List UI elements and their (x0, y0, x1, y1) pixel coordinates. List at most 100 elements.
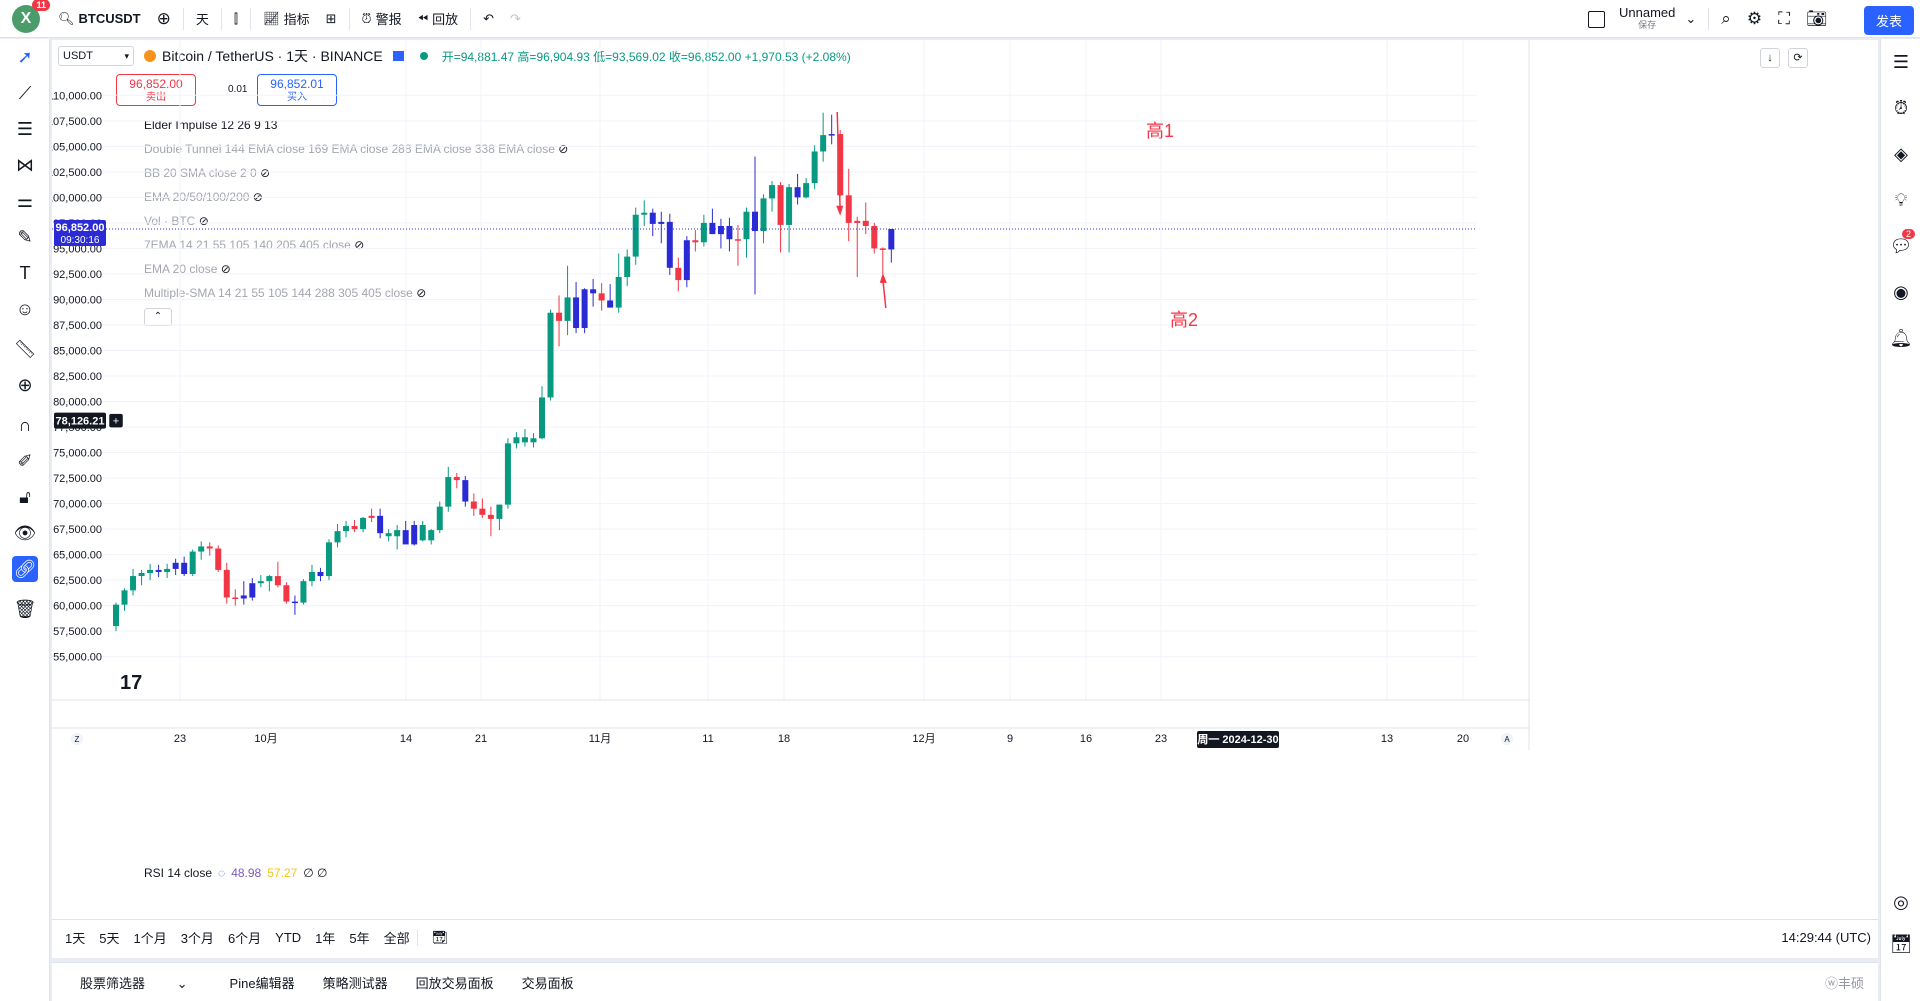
scroll-to-latest-button[interactable]: ↓ (1760, 48, 1780, 68)
trend-line-tool[interactable]: ⟋ (0, 75, 50, 111)
quick-search-button[interactable]: ⌕ (1713, 0, 1739, 38)
layers-button[interactable]: ◈ (1881, 131, 1920, 177)
reset-chart-button[interactable]: ⟳ (1788, 48, 1808, 68)
publish-button[interactable]: 发表 (1863, 6, 1914, 35)
zoom-in-tool[interactable]: ⊕ (0, 367, 50, 403)
avatar-letter: X (20, 9, 32, 27)
tab-pine-editor[interactable]: Pine编辑器 (229, 975, 295, 991)
indicator-legend[interactable]: Double Tunnel 144 EMA close 169 EMA clos… (144, 142, 568, 156)
brush-tool[interactable]: ✎ (0, 219, 50, 255)
indicator-legend[interactable]: BB 20 SMA close 2 0 ⊘ (144, 166, 270, 180)
range-1d[interactable]: 1天 (65, 931, 86, 946)
ruler-tool[interactable]: 📏︎ (0, 331, 50, 367)
fib-tool[interactable]: ☰ (0, 111, 50, 147)
utc-clock[interactable]: 14:29:44 (UTC) (1781, 930, 1871, 945)
compare-symbol-button[interactable]: ⊕ (149, 0, 179, 38)
templates-button[interactable]: ⊞ (318, 0, 345, 38)
range-1y[interactable]: 1年 (315, 931, 336, 946)
candle-body (888, 229, 895, 250)
lock-tool[interactable]: 🔓︎ (0, 479, 50, 515)
candle-body (462, 480, 469, 502)
tab-strategy-tester[interactable]: 策略测试器 (322, 975, 388, 991)
range-all[interactable]: 全部 (383, 931, 410, 946)
range-3m[interactable]: 3个月 (180, 931, 214, 946)
prediction-tool[interactable]: ⚌ (0, 183, 50, 219)
candle-body (428, 530, 435, 541)
annotation-high1: 高1 (1146, 121, 1174, 141)
candle-body (837, 134, 844, 196)
range-5y[interactable]: 5年 (349, 931, 370, 946)
chevron-down-icon: ⌄ (1685, 11, 1697, 26)
tab-stock-screener[interactable]: 股票筛选器 ⌄ (52, 973, 216, 992)
sync-tool[interactable]: 🔗︎ (0, 551, 50, 587)
indicators-button[interactable]: 📈︎ 指标 (255, 0, 318, 38)
alert-button[interactable]: ⏰︎ 警报 (354, 0, 410, 38)
text-tool[interactable]: T (0, 255, 50, 291)
stay-drawing-tool[interactable]: ✐ (0, 443, 50, 479)
eye-off-icon[interactable]: ⊘ (416, 286, 427, 300)
collapse-legend-button[interactable]: ⌃ (144, 308, 172, 326)
eye-off-icon[interactable]: ⊘ (558, 142, 569, 156)
cursor-tool[interactable]: ➚ (0, 39, 50, 75)
dom-button[interactable]: ◎ (1881, 879, 1920, 925)
candle-body (649, 212, 656, 224)
date-range-button[interactable]: 📆︎ (416, 929, 463, 946)
x-tick-label: 9 (1007, 733, 1013, 745)
sell-button[interactable]: 96,852.00 卖出 (116, 74, 196, 106)
indicator-legend[interactable]: Multiple-SMA 14 21 55 105 144 288 305 40… (144, 286, 426, 300)
currency-select-value: USDT (63, 50, 93, 62)
interval-button[interactable]: 天 (195, 12, 209, 27)
indicator-legend[interactable]: Elder Impulse 12 26 9 13 (144, 118, 277, 132)
watchlist-button[interactable]: ☰ (1881, 39, 1920, 85)
notifications-button[interactable]: 🔔︎ (1881, 315, 1920, 361)
eye-off-icon[interactable]: ⊘ (354, 238, 365, 252)
range-6m[interactable]: 6个月 (227, 931, 262, 946)
snapshot-button[interactable]: 📷︎ (1798, 0, 1836, 38)
user-avatar[interactable]: X 11 (12, 0, 50, 33)
notification-badge: 11 (32, 0, 50, 11)
price-chart[interactable]: 55,000.00 57,500.00 60,000.00 62,500.00 65,0… (52, 40, 1878, 918)
candle-body (351, 526, 358, 530)
x-tick-label: 10月 (254, 733, 277, 745)
pattern-tool[interactable]: ⋈ (0, 147, 50, 183)
annotation-arrow (882, 278, 887, 309)
hide-tool[interactable]: 👁︎ (0, 515, 50, 551)
range-ytd[interactable]: YTD (275, 930, 302, 945)
tab-replay-trading[interactable]: 回放交易面板 (415, 975, 494, 991)
range-5d[interactable]: 5天 (99, 931, 120, 946)
streams-button[interactable]: ◉ (1881, 269, 1920, 315)
eye-off-icon[interactable]: ⊘ (260, 166, 271, 180)
redo-button[interactable]: ↷ (502, 0, 529, 38)
fullscreen-button[interactable]: ⛶ (1770, 0, 1798, 38)
symbol-label: BTCUSDT (78, 11, 141, 26)
ideas-button[interactable]: 💡︎ (1881, 177, 1920, 223)
calendar-button[interactable]: 📅︎ (1881, 921, 1920, 967)
tab-trading-panel[interactable]: 交易面板 (521, 975, 574, 991)
candle-body (675, 267, 682, 281)
eye-off-icon[interactable]: ⊘ (220, 262, 231, 276)
remove-drawings-tool[interactable]: 🗑︎ (0, 591, 50, 627)
chat-button[interactable]: 💬︎ 2 (1881, 223, 1920, 269)
chart-area[interactable]: USDT ▾ Bitcoin / TetherUS · 1天 · BINANCE… (52, 40, 1878, 958)
indicator-legend[interactable]: Vol · BTC ⊘ (144, 214, 209, 228)
undo-button[interactable]: ↶ (475, 0, 502, 38)
eye-off-icon[interactable]: ⊘ (198, 214, 209, 228)
brush-icon: ✎ (17, 226, 33, 247)
range-1m[interactable]: 1个月 (133, 931, 167, 946)
symbol-legend[interactable]: Bitcoin / TetherUS · 1天 · BINANCE 开=94,8… (144, 46, 851, 66)
currency-select[interactable]: USDT ▾ (58, 46, 134, 66)
magnet-tool[interactable]: ∩ (0, 407, 50, 443)
indicator-label: Elder Impulse 12 26 9 13 (144, 118, 278, 132)
alerts-button[interactable]: ⏰︎ (1881, 85, 1920, 131)
layout-select-button[interactable]: Unnamed 保存 ⌄ (1580, 0, 1704, 38)
replay-button[interactable]: ⏪︎ 回放 (410, 0, 466, 38)
settings-button[interactable]: ⚙ (1739, 0, 1770, 38)
indicator-legend[interactable]: EMA 20 close ⊘ (144, 262, 231, 276)
rsi-legend[interactable]: RSI 14 close ◌ 48.98 57.27 ∅ ∅ (144, 866, 328, 880)
symbol-search-button[interactable]: 🔍︎ BTCUSDT (50, 0, 149, 38)
plus-circle-icon: + (113, 416, 119, 428)
chart-type-button[interactable]: ⫿ (226, 0, 246, 38)
candle-body (147, 569, 154, 573)
emoji-tool[interactable]: ☺ (0, 291, 50, 327)
buy-button[interactable]: 96,852.01 买入 (257, 74, 337, 106)
